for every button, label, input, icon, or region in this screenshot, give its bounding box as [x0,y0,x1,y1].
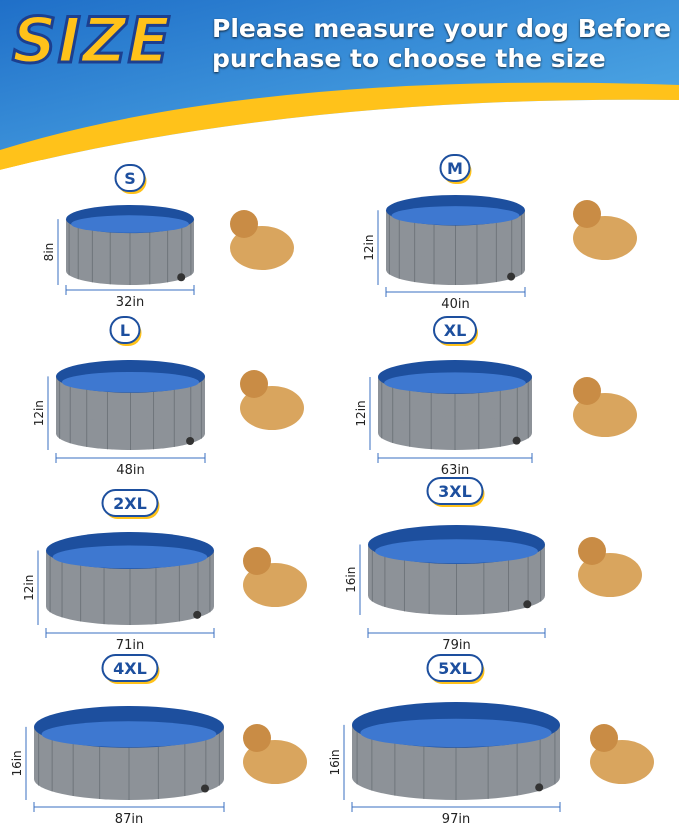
body-background [0,99,679,833]
pet-illustration [573,200,601,228]
pool-floor [375,539,538,564]
pool-floor [61,371,200,393]
pool-floor [360,718,552,748]
pool-valve [523,600,532,609]
width-label: 63in [441,463,469,478]
subtitle: Please measure your dog Before purchase … [212,14,672,73]
pool-floor [41,721,217,748]
height-label: 16in [10,750,24,776]
height-label: 16in [344,567,358,593]
height-label: 12in [362,235,376,261]
pet-illustration [243,724,271,752]
pet-illustration [243,547,271,575]
height-label: 8in [42,243,56,262]
size-label: 3XL [438,482,472,501]
pet-illustration [240,370,268,398]
pool-floor [71,215,189,233]
size-label: 4XL [113,659,147,678]
pet-illustration [230,210,258,238]
width-label: 40in [441,297,469,312]
pool-valve [512,436,521,445]
width-label: 87in [115,812,143,827]
size-badge [426,654,484,682]
pool-floor [52,545,208,569]
size-label: 5XL [438,659,472,678]
height-label: 12in [32,400,46,426]
height-label: 12in [22,575,36,601]
height-label: 16in [328,749,342,775]
width-label: 79in [442,638,470,653]
pool-valve [193,610,202,619]
pool-valve [186,436,195,445]
pool-floor [391,206,520,226]
size-badge [101,654,159,682]
pool-valve [177,273,186,282]
width-label: 32in [116,295,144,310]
pet-illustration [573,377,601,405]
pool-valve [535,783,544,792]
size-badge [109,316,141,344]
size-badge [426,477,484,505]
size-label: 2XL [113,494,147,513]
title: SIZE [10,3,172,79]
size-label: XL [444,321,467,340]
width-label: 71in [116,638,144,653]
header-curve [0,82,679,170]
width-label: 97in [442,812,470,827]
pet-illustration [590,724,618,752]
pool-floor [384,372,526,394]
size-label: M [447,159,463,178]
pet-illustration [578,537,606,565]
size-badge [114,164,146,192]
size-label: L [120,321,130,340]
height-label: 12in [354,400,368,426]
size-badge [439,154,471,182]
pool-valve [201,784,209,793]
size-label: S [124,169,136,188]
pool-valve [507,272,516,281]
size-badge [433,316,477,344]
size-badge [101,489,159,517]
width-label: 48in [116,463,144,478]
